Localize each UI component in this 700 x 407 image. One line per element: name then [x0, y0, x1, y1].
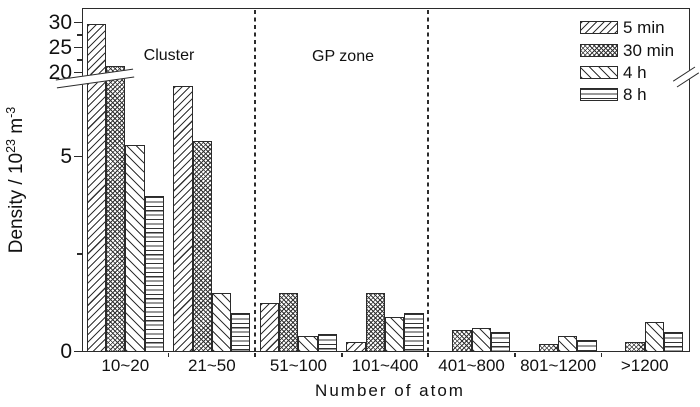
bar-4h-3: [385, 316, 405, 352]
bar-4h-2: [298, 336, 318, 352]
y-axis-title-unit: m: [6, 117, 28, 139]
region-separator-line: [254, 9, 256, 352]
y-axis-major-tick: [74, 71, 82, 74]
bar-30min-3: [365, 293, 385, 352]
bar-8h-5: [577, 339, 597, 352]
x-tick-label: 401~800: [438, 356, 505, 375]
x-tick-label: 51~100: [269, 356, 328, 375]
bar-4h-1: [211, 293, 232, 352]
x-axis-tick: [340, 352, 343, 357]
y-tick-label: 30: [48, 10, 72, 34]
x-tick-label: >1200: [620, 356, 669, 375]
y-axis-major-tick: [74, 46, 82, 49]
y-axis-minor-tick: [77, 34, 82, 36]
x-tick-label: 21~50: [187, 356, 236, 375]
bar-30min-6: [625, 341, 645, 352]
y-axis-title: Density / 1023 m-3: [4, 0, 28, 360]
legend-swatch-5min: [580, 21, 618, 35]
legend-label-5min: 5 min: [623, 18, 665, 37]
bar-8h-0: [144, 195, 164, 352]
region-separator-line: [427, 9, 430, 352]
y-axis-major-tick: [74, 21, 82, 24]
legend-label-4h: 4 h: [623, 63, 647, 82]
bar-30min-4: [452, 330, 472, 352]
bar-8h-6: [664, 332, 684, 352]
bar-4h-6: [644, 322, 664, 352]
legend-label-8h: 8 h: [623, 85, 647, 104]
y-axis-major-tick: [74, 155, 82, 158]
bar-8h-2: [317, 334, 338, 352]
x-axis-title: Number of atom: [315, 381, 465, 400]
legend-label-30min: 30 min: [623, 41, 675, 60]
x-axis-tick: [167, 352, 170, 357]
bar-30min-2: [279, 293, 299, 352]
x-tick-label: 101~400: [351, 356, 419, 375]
bar-8h-1: [231, 312, 251, 352]
bar-8h-3: [404, 312, 424, 352]
bar-5min-2: [259, 302, 280, 352]
y-axis-minor-tick: [77, 59, 82, 61]
bar-30min-0: [105, 65, 126, 352]
bar-5min-0: [86, 23, 106, 352]
region-label-cluster: Cluster: [143, 47, 195, 64]
x-tick-label: 801~1200: [520, 356, 597, 375]
y-axis-major-tick: [74, 350, 82, 353]
bar-4h-5: [558, 336, 578, 352]
legend-swatch-30min: [580, 44, 618, 58]
x-axis-tick: [427, 352, 430, 357]
bar-4h-4: [471, 328, 491, 352]
region-label-gp-zone: GP zone: [312, 48, 374, 65]
x-axis-tick: [514, 352, 516, 357]
bar-5min-3: [346, 341, 366, 352]
legend-swatch-4h: [580, 66, 618, 80]
x-axis-tick: [254, 352, 256, 357]
x-axis-tick: [600, 352, 603, 357]
y-tick-label: 5: [60, 144, 72, 168]
bar-4h-0: [125, 144, 145, 352]
x-tick-label: 10~20: [101, 356, 150, 375]
y-axis-minor-tick: [77, 253, 82, 255]
legend-swatch-8h: [580, 88, 618, 102]
y-axis-title-exponent: 23: [3, 139, 18, 153]
y-tick-label: 0: [60, 339, 72, 363]
bar-5min-1: [173, 86, 193, 352]
y-tick-label: 25: [48, 35, 72, 59]
bar-8h-4: [490, 332, 511, 352]
bar-30min-1: [192, 141, 212, 352]
bar-30min-5: [538, 343, 559, 352]
y-axis-title-base: Density / 10: [6, 152, 28, 254]
y-axis-title-unit-exponent: -3: [3, 106, 18, 118]
